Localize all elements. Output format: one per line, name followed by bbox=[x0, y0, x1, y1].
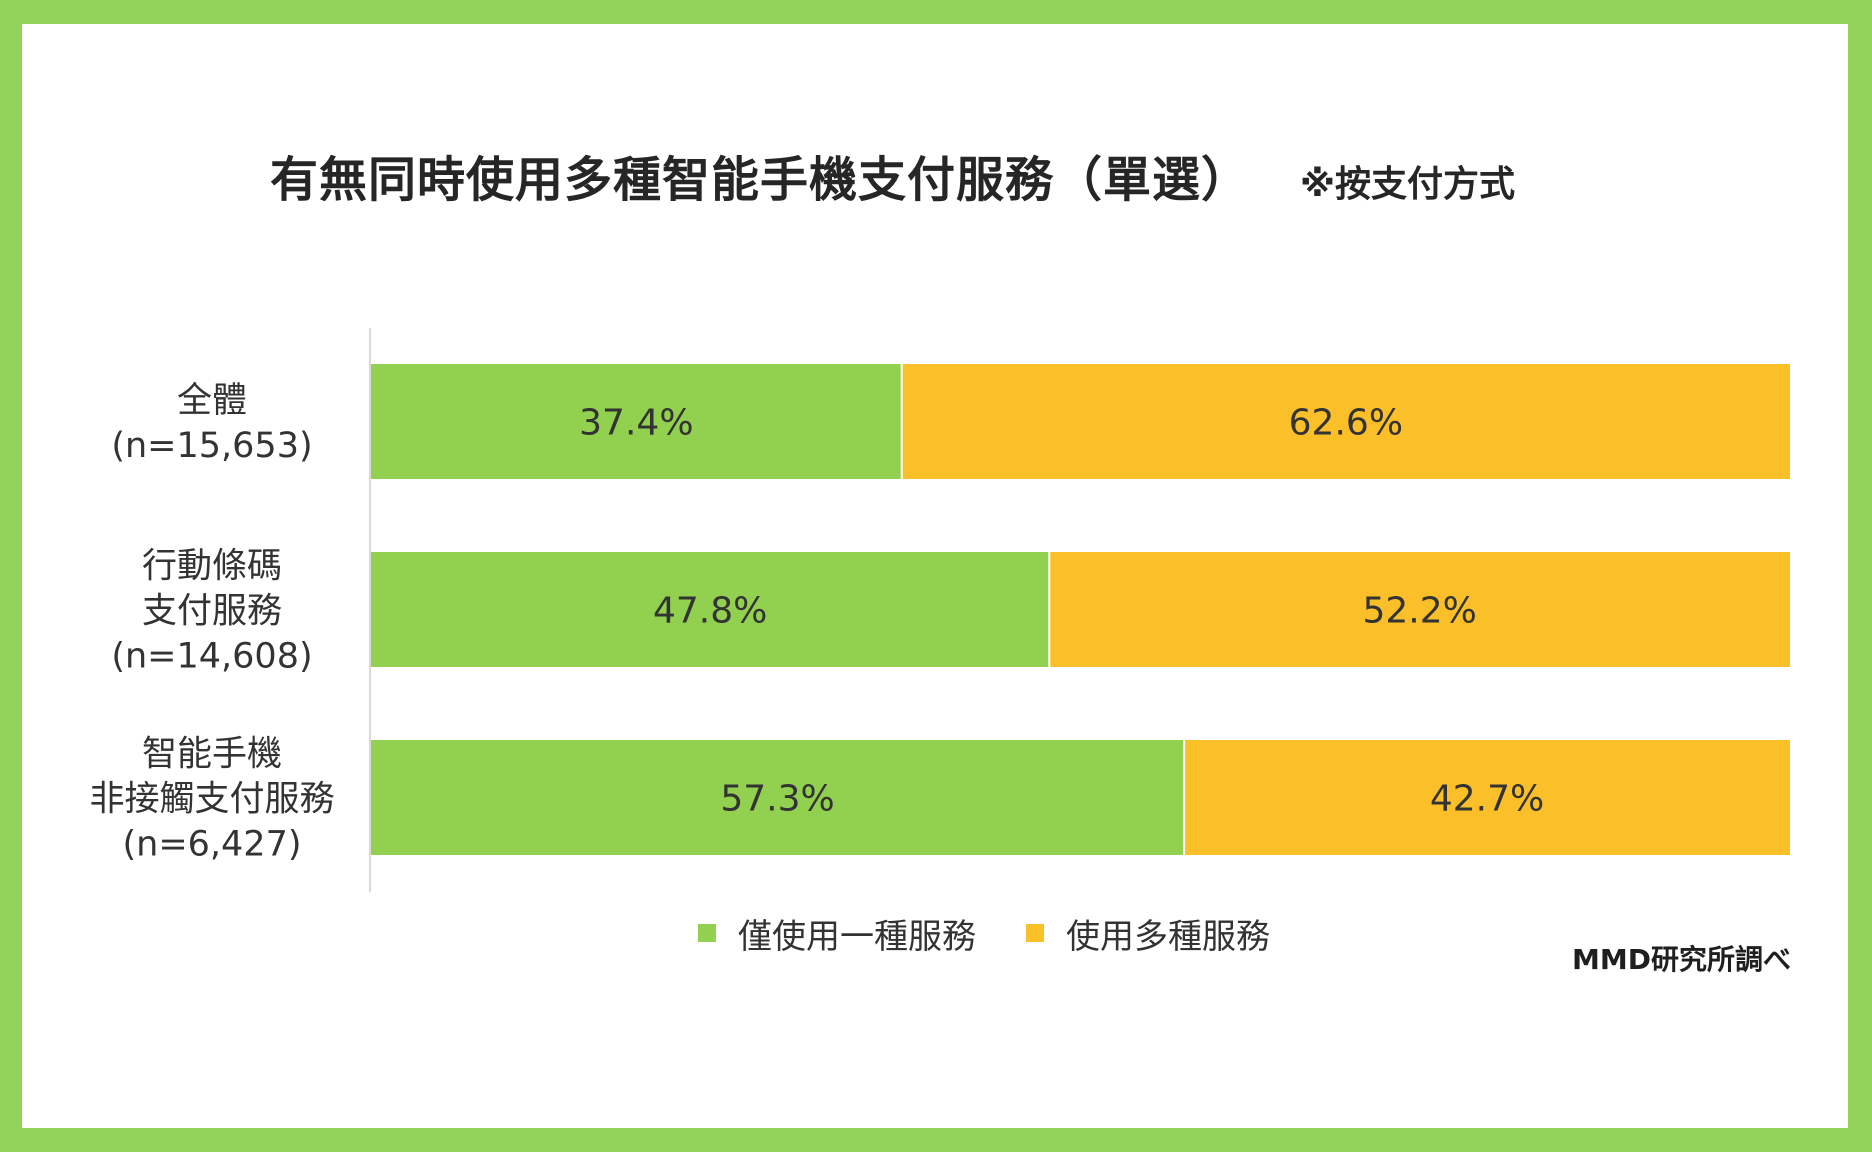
title-row: 有無同時使用多種智能手機支付服務（單選） ※按支付方式 bbox=[270, 140, 1670, 210]
bar-single-0 bbox=[371, 364, 902, 479]
category-label-2-2: (n=6,427) bbox=[122, 825, 301, 865]
data-label-single-1: 47.8% bbox=[653, 591, 767, 632]
bar-single-2 bbox=[371, 740, 1185, 855]
data-label-single-0: 37.4% bbox=[579, 403, 693, 444]
data-label-multiple-0: 62.6% bbox=[1289, 403, 1403, 444]
legend: 僅使用一種服務 使用多種服務 bbox=[698, 908, 1320, 958]
category-label-0-1: (n=15,653) bbox=[111, 426, 312, 466]
bar-multiple-0 bbox=[901, 364, 1790, 479]
chart-title: 有無同時使用多種智能手機支付服務（單選） bbox=[270, 152, 1251, 208]
data-label-multiple-1: 52.2% bbox=[1362, 591, 1476, 632]
category-label-0-0: 全體 bbox=[177, 381, 247, 421]
legend-label-single: 僅使用一種服務 bbox=[738, 916, 976, 957]
category-label-1-2: (n=14,608) bbox=[111, 637, 312, 677]
category-label-2-0: 智能手機 bbox=[142, 735, 282, 775]
category-label-1-1: 支付服務 bbox=[142, 592, 282, 632]
data-label-multiple-2: 42.7% bbox=[1430, 779, 1544, 820]
data-label-single-2: 57.3% bbox=[720, 779, 834, 820]
source-note: MMD研究所調べ bbox=[1572, 943, 1791, 976]
chart-subtitle: ※按支付方式 bbox=[1300, 164, 1516, 205]
legend-label-multiple: 使用多種服務 bbox=[1066, 916, 1270, 957]
legend-swatch-single bbox=[698, 924, 716, 942]
bar-multiple-1 bbox=[1049, 552, 1790, 667]
bar-single-1 bbox=[371, 552, 1050, 667]
category-label-1-0: 行動條碼 bbox=[142, 547, 282, 587]
legend-item-single: 僅使用一種服務 bbox=[698, 909, 976, 958]
legend-item-multiple: 使用多種服務 bbox=[1026, 909, 1270, 958]
legend-swatch-multiple bbox=[1026, 924, 1044, 942]
category-label-2-1: 非接觸支付服務 bbox=[89, 780, 334, 820]
bar-multiple-2 bbox=[1184, 740, 1790, 855]
